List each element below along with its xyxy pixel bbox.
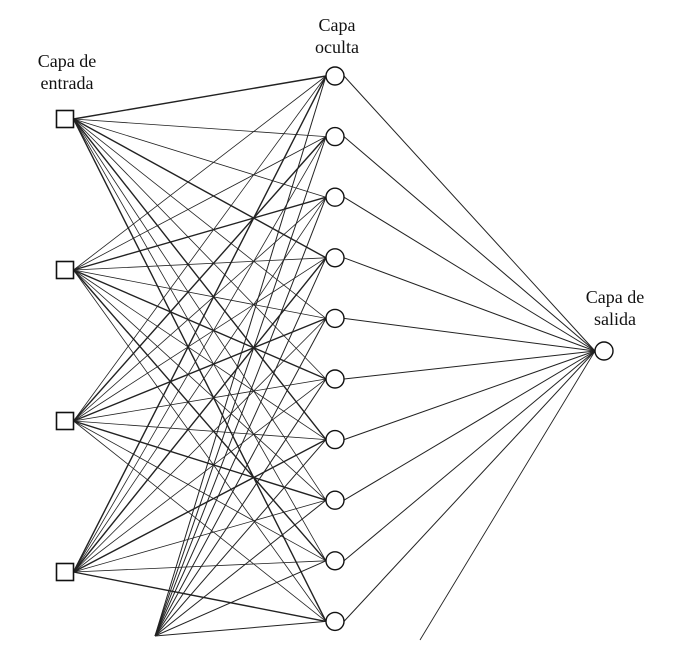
edge-input-2-hidden-1 bbox=[73, 75, 327, 271]
input-neuron-1 bbox=[55, 109, 75, 129]
edge-hidden-6-output-1 bbox=[343, 350, 596, 380]
edge-input-4-hidden-9 bbox=[73, 560, 327, 573]
hidden-layer-label-line-1: Capa bbox=[318, 15, 356, 35]
edge-input-3-hidden-8 bbox=[73, 420, 327, 501]
edge-extra-hidden-9 bbox=[154, 560, 327, 637]
edge-input-4-hidden-6 bbox=[73, 378, 327, 573]
output-neuron-1 bbox=[594, 341, 614, 361]
edge-extra-hidden-2 bbox=[154, 136, 327, 637]
edge-input-1-hidden-1 bbox=[73, 75, 327, 120]
edge-extra-hidden-8 bbox=[154, 499, 327, 637]
input-neuron-3 bbox=[55, 411, 75, 431]
edge-extra-hidden-1 bbox=[154, 75, 327, 637]
edge-input-3-hidden-7 bbox=[73, 420, 327, 440]
edge-extra-hidden-5 bbox=[154, 318, 327, 637]
edge-extra-hidden-3 bbox=[154, 197, 327, 637]
edge-input-3-hidden-5 bbox=[73, 317, 327, 422]
edge-hidden-5-output-1 bbox=[343, 317, 596, 352]
edge-input-1-hidden-4 bbox=[73, 118, 327, 259]
edge-hidden-8-output-1 bbox=[343, 350, 596, 501]
edge-hidden-3-output-1 bbox=[343, 196, 596, 352]
output-layer-label-line-2: salida bbox=[594, 309, 636, 329]
hidden-neuron-1 bbox=[325, 66, 345, 86]
hidden-neuron-9 bbox=[325, 551, 345, 571]
edge-hidden-10-output-1 bbox=[343, 350, 596, 622]
edge-input-3-hidden-3 bbox=[73, 196, 327, 422]
hidden-neuron-10 bbox=[325, 611, 345, 632]
edge-extra-hidden-6 bbox=[154, 378, 327, 637]
hidden-neuron-3 bbox=[325, 187, 345, 207]
edge-hidden-9-output-1 bbox=[343, 350, 596, 562]
edge-input-4-hidden-10 bbox=[73, 571, 327, 623]
edge-hidden-4-output-1 bbox=[343, 257, 596, 352]
edge-input-4-hidden-5 bbox=[73, 318, 327, 573]
input-neuron-4 bbox=[55, 562, 75, 582]
edge-extra-hidden-10 bbox=[154, 620, 327, 637]
hidden-neuron-5 bbox=[325, 308, 345, 329]
input-layer-label-line-2: entrada bbox=[40, 73, 94, 93]
edge-input-4-hidden-2 bbox=[73, 136, 327, 573]
hidden-neuron-2 bbox=[325, 126, 345, 147]
edge-input-4-hidden-1 bbox=[72, 75, 327, 573]
input-layer-label: Capa de entrada bbox=[22, 50, 112, 94]
edge-input-2-hidden-3 bbox=[73, 196, 327, 271]
edge-hidden-1-output-1 bbox=[343, 75, 596, 352]
edge-extra-output bbox=[419, 350, 596, 641]
output-layer-label-line-1: Capa de bbox=[585, 287, 645, 307]
edge-input-4-hidden-3 bbox=[73, 196, 327, 573]
edge-extra-hidden-4 bbox=[154, 257, 327, 637]
connections bbox=[72, 75, 596, 641]
input-layer-label-line-1: Capa de bbox=[37, 51, 97, 71]
hidden-layer-label: Capa oculta bbox=[292, 14, 382, 58]
edge-hidden-7-output-1 bbox=[343, 350, 596, 441]
edge-input-3-hidden-2 bbox=[72, 136, 327, 422]
hidden-neuron-4 bbox=[325, 248, 345, 268]
edge-extra-hidden-7 bbox=[154, 439, 327, 637]
hidden-neuron-7 bbox=[325, 429, 345, 450]
edge-input-2-hidden-2 bbox=[73, 136, 327, 271]
hidden-layer-label-line-2: oculta bbox=[315, 37, 359, 57]
neurons bbox=[55, 66, 614, 632]
hidden-neuron-8 bbox=[325, 490, 345, 510]
output-layer-label: Capa de salida bbox=[570, 286, 660, 330]
edge-input-3-hidden-6 bbox=[73, 378, 327, 422]
input-neuron-2 bbox=[55, 260, 75, 280]
hidden-neuron-6 bbox=[325, 369, 345, 389]
edge-input-3-hidden-4 bbox=[73, 257, 327, 422]
edge-input-4-hidden-4 bbox=[72, 257, 327, 573]
edge-input-3-hidden-1 bbox=[73, 75, 327, 422]
edge-hidden-2-output-1 bbox=[343, 136, 596, 352]
